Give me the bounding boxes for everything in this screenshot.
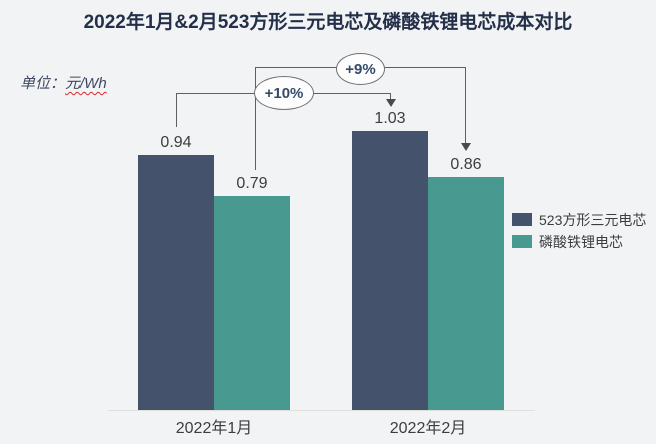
chart-title: 2022年1月&2月523方形三元电芯及磷酸铁锂电芯成本对比 [83, 12, 573, 33]
legend-swatch-lfp [512, 235, 532, 248]
bracket-line-plus9-right [465, 67, 466, 144]
legend-item-lfp: 磷酸铁锂电芯 [512, 233, 646, 250]
unit-label-prefix: 单位： [20, 75, 66, 92]
bar-feb-ternary [352, 131, 428, 411]
arrow-down-icon [461, 143, 471, 151]
bracket-line-plus9-left [255, 67, 256, 170]
value-label-jan-lfp: 0.79 [236, 175, 268, 192]
legend-label-lfp: 磷酸铁锂电芯 [539, 233, 623, 250]
value-label-feb-ternary: 1.03 [374, 110, 406, 127]
legend: 523方形三元电芯 磷酸铁锂电芯 [512, 212, 646, 256]
x-axis-label-feb: 2022年2月 [389, 420, 467, 437]
bar-jan-ternary [138, 155, 214, 411]
legend-label-ternary: 523方形三元电芯 [539, 211, 647, 228]
x-axis-line [108, 410, 535, 411]
unit-label-value: 元/Wh [65, 75, 107, 92]
arrow-down-icon [386, 99, 396, 107]
legend-swatch-ternary [512, 213, 532, 226]
x-axis-label-jan: 2022年1月 [175, 420, 253, 437]
growth-badge-plus10: +10% [254, 76, 314, 110]
bar-feb-lfp [428, 177, 504, 411]
legend-item-ternary: 523方形三元电芯 [512, 211, 647, 228]
growth-badge-plus9-label: +9% [345, 60, 376, 78]
value-label-feb-lfp: 0.86 [450, 156, 482, 173]
unit-label: 单位：元/Wh [20, 72, 107, 93]
growth-badge-plus10-label: +10% [264, 84, 304, 102]
bar-jan-lfp [214, 196, 290, 411]
growth-badge-plus9: +9% [336, 53, 385, 85]
value-label-jan-ternary: 0.94 [160, 134, 192, 151]
bracket-line-plus10-left [176, 93, 177, 127]
bracket-line-plus10-right [390, 93, 391, 100]
